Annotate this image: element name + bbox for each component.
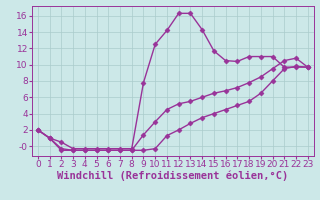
X-axis label: Windchill (Refroidissement éolien,°C): Windchill (Refroidissement éolien,°C) [57,171,288,181]
